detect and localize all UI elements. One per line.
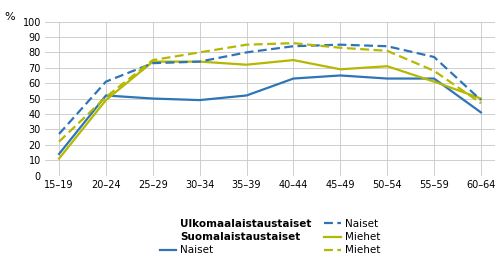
Legend: Ulkomaalaistaustaiset, Suomalaistaustaiset, Naiset, Naiset, Miehet, Miehet: Ulkomaalaistaustaiset, Suomalaistaustais… (160, 219, 380, 255)
Text: %: % (4, 12, 15, 22)
